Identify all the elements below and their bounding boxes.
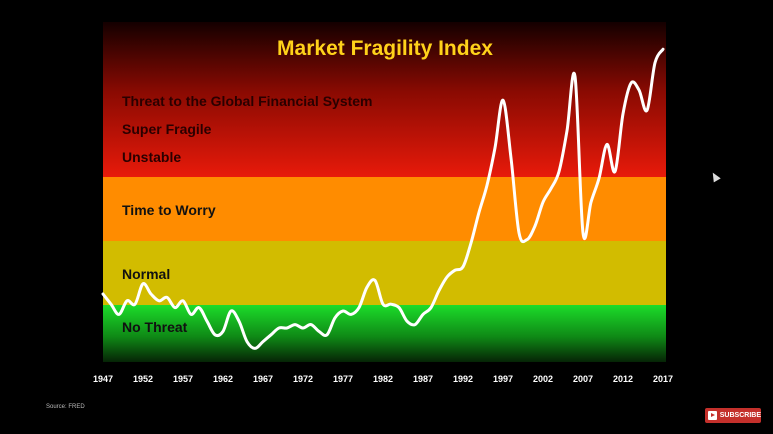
zone-label-super-fragile: Super Fragile: [122, 121, 212, 137]
x-tick-label: 1967: [253, 374, 273, 384]
x-tick-label: 1992: [453, 374, 473, 384]
subscribe-button[interactable]: SUBSCRIBE: [705, 408, 761, 423]
x-tick-label: 1977: [333, 374, 353, 384]
x-tick-label: 1962: [213, 374, 233, 384]
chart-title: Market Fragility Index: [277, 37, 493, 60]
x-tick-label: 1982: [373, 374, 393, 384]
zone-danger: [103, 22, 666, 177]
series-line: [101, 47, 665, 350]
x-tick-label: 2017: [653, 374, 673, 384]
zone-label-threat: Threat to the Global Financial System: [122, 93, 373, 109]
subscribe-label: SUBSCRIBE: [719, 412, 761, 419]
x-axis-ticks: 1947 1952 1957 1962 1967 1972 1977 1982 1987 1992…: [93, 374, 673, 384]
zone-time-to-worry: [103, 177, 666, 241]
zone-normal: [103, 241, 666, 305]
zone-label-time-to-worry: Time to Worry: [122, 202, 216, 218]
x-tick-label: 2012: [613, 374, 633, 384]
x-tick-label: 1987: [413, 374, 433, 384]
zone-label-normal: Normal: [122, 266, 170, 282]
x-tick-label: 2007: [573, 374, 593, 384]
source-note: Source: FRED: [46, 404, 85, 410]
x-tick-label: 1952: [133, 374, 153, 384]
x-tick-label: 1997: [493, 374, 513, 384]
zone-label-unstable: Unstable: [122, 149, 181, 165]
x-tick-label: 1972: [293, 374, 313, 384]
x-tick-label: 1947: [93, 374, 113, 384]
play-icon: [708, 411, 717, 420]
zone-label-no-threat: No Threat: [122, 319, 188, 335]
zone-no-threat: [103, 305, 666, 362]
x-tick-label: 2002: [533, 374, 553, 384]
x-tick-label: 1957: [173, 374, 193, 384]
